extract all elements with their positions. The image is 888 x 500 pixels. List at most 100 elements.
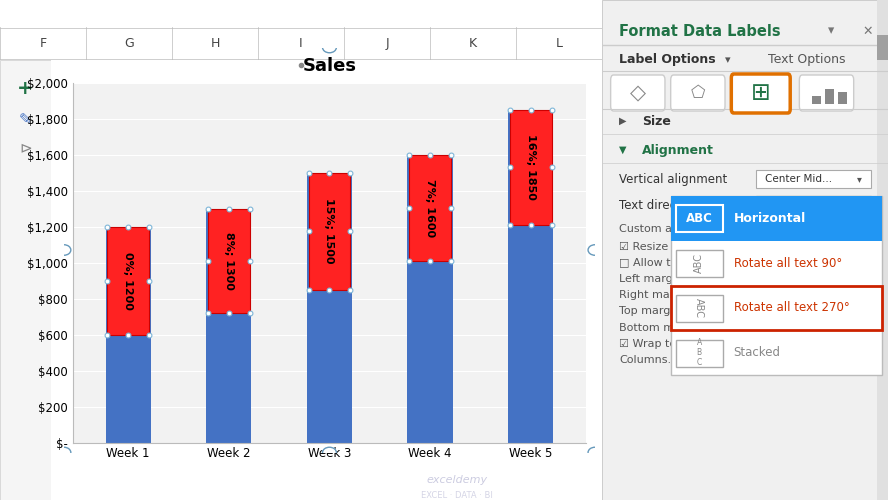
Text: ▼: ▼ (619, 145, 627, 155)
Circle shape (57, 447, 71, 458)
FancyBboxPatch shape (732, 74, 790, 113)
Point (142, 276, 156, 284)
Text: EXCEL · DATA · BI: EXCEL · DATA · BI (422, 491, 493, 500)
Point (524, 106, 538, 114)
Bar (508, 110, 553, 442)
Point (100, 330, 115, 338)
Point (402, 150, 416, 158)
Text: 16%; 1850: 16%; 1850 (526, 134, 535, 200)
Bar (825, 89, 834, 104)
Text: Top margin: Top margin (619, 306, 681, 316)
Text: Rotate all text 270°: Rotate all text 270° (733, 302, 849, 314)
Circle shape (588, 244, 602, 256)
Text: 8%; 1300: 8%; 1300 (224, 232, 234, 289)
Text: Horizontal: Horizontal (733, 212, 805, 225)
Point (503, 106, 517, 114)
Text: Left margin: Left margin (619, 274, 683, 284)
Text: Columns.: Columns. (619, 355, 671, 365)
Point (222, 204, 236, 212)
Text: Text direction: Text direction (619, 198, 699, 211)
Bar (670, 196, 883, 375)
Point (343, 286, 357, 294)
FancyBboxPatch shape (757, 196, 871, 214)
FancyBboxPatch shape (670, 75, 725, 111)
Text: Custom a: Custom a (619, 224, 672, 234)
Text: Rotate all text 90°: Rotate all text 90° (733, 256, 842, 270)
Point (524, 220, 538, 228)
Text: ☑ Wrap te: ☑ Wrap te (619, 339, 677, 349)
Text: H: H (210, 38, 219, 51)
Text: Label Options: Label Options (619, 54, 716, 66)
Text: +: + (17, 79, 34, 98)
FancyBboxPatch shape (799, 75, 853, 111)
Point (322, 168, 337, 176)
Text: ABC: ABC (694, 298, 704, 318)
Circle shape (588, 447, 602, 458)
Text: F: F (39, 38, 46, 51)
Text: ▾: ▾ (857, 174, 862, 184)
Bar (208, 208, 250, 313)
Text: G: G (124, 38, 134, 51)
Text: Rotate all t...: Rotate all t... (765, 200, 832, 210)
Point (544, 163, 559, 171)
Text: Size: Size (642, 114, 671, 128)
Point (343, 227, 357, 235)
Bar (510, 110, 551, 224)
Text: Right margi: Right margi (619, 290, 685, 300)
Point (242, 204, 257, 212)
Point (302, 286, 316, 294)
Point (201, 256, 215, 264)
Text: ▶: ▶ (619, 116, 627, 126)
Text: ◇: ◇ (630, 83, 646, 103)
Point (402, 256, 416, 264)
Text: Alignment: Alignment (642, 144, 714, 156)
Bar (876, 35, 888, 60)
Circle shape (57, 244, 71, 256)
Point (444, 256, 458, 264)
Point (302, 168, 316, 176)
Point (423, 150, 437, 158)
Circle shape (322, 42, 337, 53)
Text: ABC: ABC (686, 212, 713, 225)
Text: Vertical alignment: Vertical alignment (619, 172, 727, 186)
Bar (107, 226, 149, 334)
Bar (106, 226, 151, 442)
Bar (409, 154, 451, 260)
Circle shape (322, 447, 337, 458)
Text: K: K (469, 38, 477, 51)
Point (100, 276, 115, 284)
Point (544, 220, 559, 228)
Point (444, 150, 458, 158)
Point (142, 330, 156, 338)
Bar (670, 286, 883, 331)
Text: Bottom ma: Bottom ma (619, 322, 681, 332)
Text: ▾: ▾ (828, 24, 834, 38)
Bar (876, 0, 888, 500)
Text: exceldemy: exceldemy (427, 475, 488, 485)
Bar (670, 196, 883, 241)
Bar (206, 208, 251, 442)
Point (121, 330, 135, 338)
Point (503, 163, 517, 171)
Point (121, 222, 135, 230)
Point (242, 256, 257, 264)
Point (242, 309, 257, 317)
Text: □ Allow te: □ Allow te (619, 258, 678, 268)
Title: Sales: Sales (303, 58, 356, 76)
Text: L: L (556, 38, 563, 51)
Text: 15%; 1500: 15%; 1500 (324, 198, 335, 264)
Point (343, 168, 357, 176)
Point (402, 204, 416, 212)
Point (201, 204, 215, 212)
Point (142, 222, 156, 230)
Text: ⬠: ⬠ (691, 84, 705, 102)
Text: ⊞: ⊞ (751, 81, 771, 105)
Text: Format Data Labels: Format Data Labels (619, 24, 781, 38)
Text: ABC: ABC (694, 253, 704, 273)
Text: A
B
C: A B C (697, 338, 702, 367)
Text: 0%; 1200: 0%; 1200 (123, 252, 133, 310)
Point (444, 204, 458, 212)
Text: ▾: ▾ (857, 200, 862, 210)
Point (503, 220, 517, 228)
Text: ✕: ✕ (863, 24, 873, 38)
